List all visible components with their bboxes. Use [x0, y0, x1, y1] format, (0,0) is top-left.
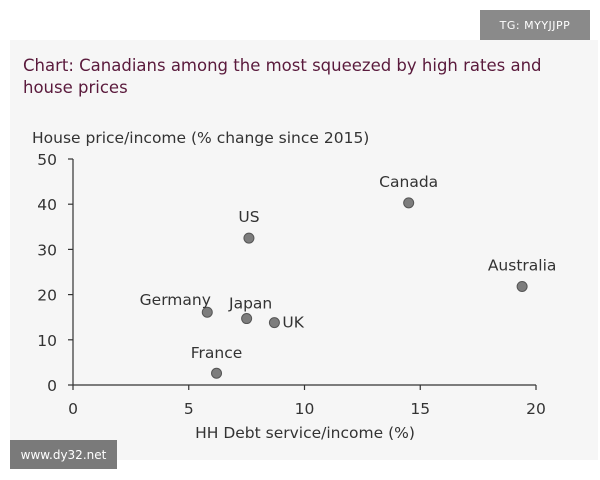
y-tick-label: 30	[37, 241, 57, 259]
point-uk	[268, 317, 280, 329]
point-canada	[403, 197, 415, 209]
axes	[68, 158, 537, 390]
watermark-bottom: www.dy32.net	[10, 440, 117, 469]
tick-labels: 0 10 20 30 40 50 0 5 10 15 20	[37, 151, 546, 418]
watermark-top: TG: MYYJJPP	[480, 10, 590, 40]
chart-title: Chart: Canadians among the most squeezed…	[23, 56, 542, 97]
x-tick-label: 5	[184, 400, 194, 418]
x-tick-label: 20	[526, 400, 546, 418]
y-tick-label: 10	[37, 332, 57, 350]
point-us	[243, 232, 255, 244]
y-axis-label: House price/income (% change since 2015)	[32, 129, 369, 147]
point-label-canada: Canada	[379, 173, 438, 191]
point-germany	[201, 306, 213, 318]
x-tick-label: 10	[295, 400, 315, 418]
point-label-us: US	[238, 208, 259, 226]
point-label-france: France	[191, 344, 243, 362]
data-points	[201, 197, 528, 379]
point-labels: Canada US Australia Germany Japan UK France	[140, 173, 557, 362]
point-australia	[516, 280, 528, 292]
x-tick-label: 0	[68, 400, 78, 418]
point-japan	[241, 313, 253, 325]
point-france	[211, 367, 223, 379]
point-label-germany: Germany	[140, 291, 211, 309]
y-tick-label: 50	[37, 151, 57, 169]
point-label-uk: UK	[282, 314, 304, 332]
point-label-australia: Australia	[488, 256, 557, 274]
x-axis-label: HH Debt service/income (%)	[195, 424, 415, 442]
y-tick-label: 40	[37, 196, 57, 214]
x-tick-label: 15	[410, 400, 430, 418]
point-label-japan: Japan	[228, 295, 272, 313]
y-tick-label: 20	[37, 287, 57, 305]
y-tick-label: 0	[47, 377, 57, 395]
